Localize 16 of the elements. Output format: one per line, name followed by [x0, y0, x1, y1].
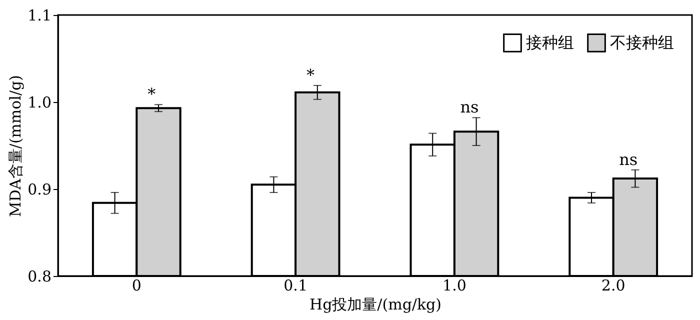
y-tick-label: 0.8 [28, 268, 52, 286]
y-tick-label: 1.0 [28, 94, 52, 112]
annotation: * [306, 65, 315, 84]
y-tick-label: 1.1 [28, 6, 52, 24]
legend-label: 接种组 [526, 32, 574, 52]
annotation: ns [460, 98, 479, 117]
legend-label: 不接种组 [610, 32, 674, 52]
x-axis-title: Hg投加量/(mg/kg) [309, 296, 442, 314]
y-tick-label: 0.9 [28, 180, 52, 198]
x-tick-label: 1.0 [442, 276, 466, 294]
x-tick-label: 0.1 [284, 276, 308, 294]
annotation: ns [619, 150, 638, 169]
x-tick-label: 2.0 [601, 276, 626, 294]
y-axis-title: MDA含量/(mmol/g) [6, 75, 25, 217]
x-tick-label: 0 [132, 276, 142, 294]
annotation: * [148, 84, 156, 104]
